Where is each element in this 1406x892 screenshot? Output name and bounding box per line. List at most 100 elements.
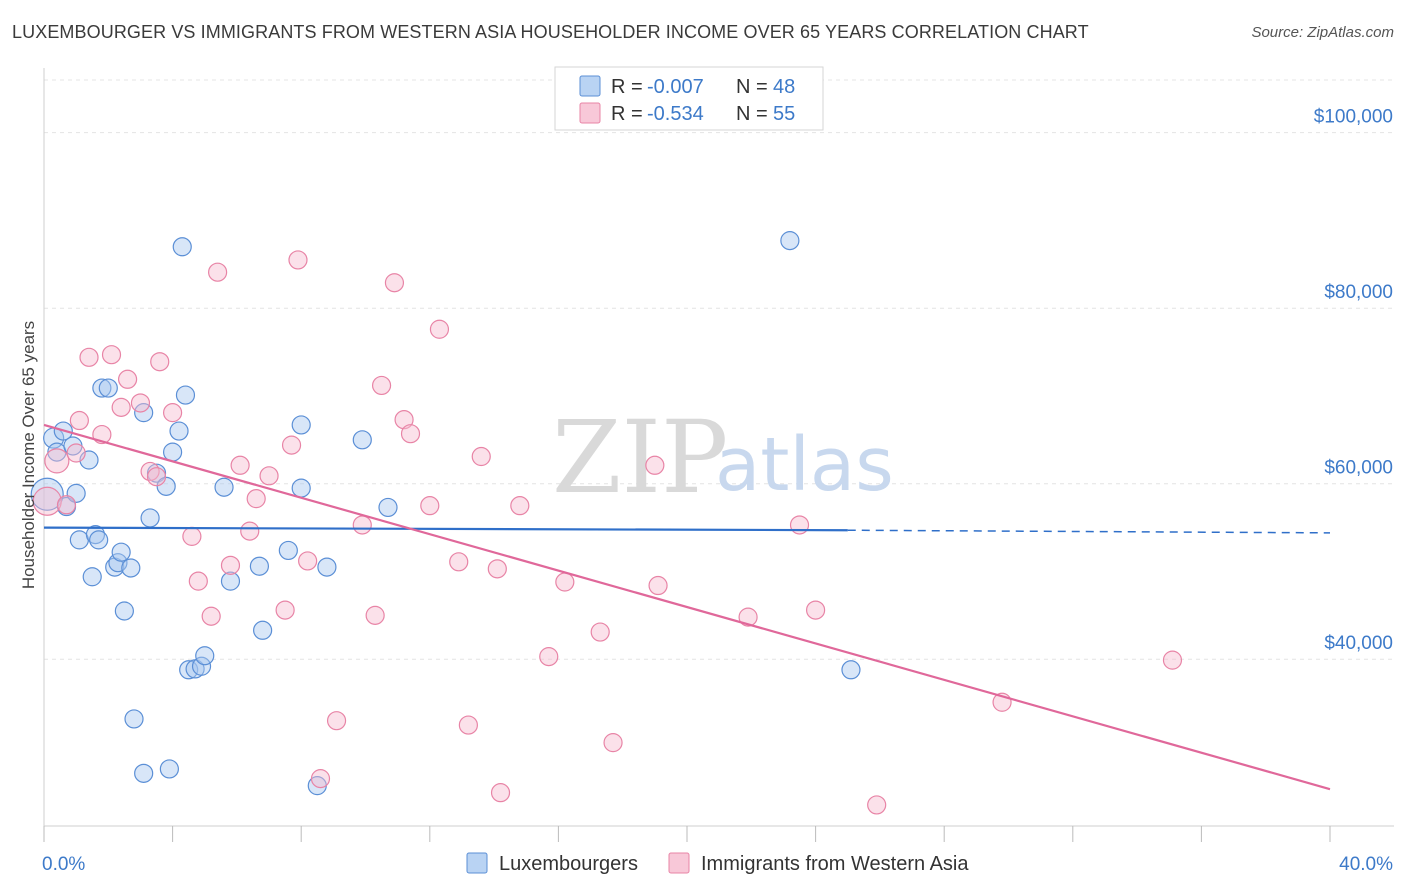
chart-source: Source: ZipAtlas.com — [1251, 24, 1394, 41]
watermark-zip: ZIP — [552, 399, 728, 516]
point-western-asia — [182, 526, 202, 546]
point-luxembourgers — [780, 231, 800, 251]
y-axis-label: Householder Income Over 65 years — [19, 321, 38, 589]
point-luxembourgers — [134, 763, 154, 783]
x-tick-label: 0.0% — [42, 854, 85, 875]
point-western-asia — [188, 571, 208, 591]
point-luxembourgers — [85, 525, 106, 545]
point-luxembourgers — [140, 508, 160, 528]
x-tick-labels: 0.0% 40.0% — [42, 854, 1393, 875]
point-western-asia — [487, 559, 507, 579]
point-luxembourgers — [352, 430, 372, 450]
point-western-asia — [365, 605, 385, 625]
point-western-asia — [1162, 650, 1183, 670]
point-luxembourgers — [159, 759, 179, 779]
point-luxembourgers — [156, 476, 176, 496]
point-luxembourgers — [92, 378, 112, 398]
legend-n-label: N = — [736, 76, 768, 98]
legend-r-label: R = — [611, 103, 643, 125]
point-luxembourgers — [169, 421, 189, 441]
y-tick-labels: $40,000 $60,000 $80,000 $100,000 — [1314, 107, 1393, 655]
point-western-asia — [288, 250, 308, 270]
legend-label-western-asia: Immigrants from Western Asia — [701, 853, 969, 875]
point-luxembourgers — [291, 478, 311, 498]
point-luxembourgers — [291, 415, 311, 435]
point-western-asia — [281, 435, 302, 455]
point-western-asia — [789, 515, 810, 535]
point-luxembourgers — [172, 237, 192, 257]
trend-lines — [43, 423, 1331, 791]
point-luxembourgers — [108, 553, 128, 573]
legend-n-value: 48 — [773, 76, 795, 98]
y-tick-label: $40,000 — [1324, 633, 1393, 654]
point-luxembourgers — [317, 557, 337, 577]
point-luxembourgers — [253, 620, 273, 640]
y-tick-label: $60,000 — [1324, 458, 1393, 479]
point-western-asia — [275, 600, 295, 620]
point-luxembourgers — [841, 660, 861, 680]
chart-title: LUXEMBOURGER VS IMMIGRANTS FROM WESTERN … — [12, 22, 1089, 42]
point-luxembourgers — [278, 540, 298, 561]
point-luxembourgers — [249, 556, 270, 576]
point-western-asia — [140, 461, 160, 482]
point-luxembourgers — [69, 530, 89, 550]
y-tick-label: $80,000 — [1324, 282, 1393, 303]
point-luxembourgers — [220, 571, 241, 591]
point-western-asia — [56, 495, 77, 515]
y-tick-label: $100,000 — [1314, 107, 1393, 128]
point-western-asia — [32, 486, 62, 516]
point-western-asia — [471, 446, 491, 467]
point-western-asia — [310, 769, 331, 789]
data-points — [30, 231, 1183, 815]
point-western-asia — [648, 575, 668, 596]
point-western-asia — [510, 496, 530, 516]
point-western-asia — [420, 496, 440, 516]
watermark: ZIP atlas — [552, 399, 894, 516]
x-tick-label: 40.0% — [1339, 854, 1393, 875]
legend-r-label: R = — [611, 76, 643, 98]
trend-line-western-asia — [43, 423, 1331, 791]
point-western-asia — [326, 711, 347, 731]
legend-swatch-luxembourgers — [579, 75, 601, 97]
legend-swatch-western-asia — [668, 852, 690, 874]
point-luxembourgers — [175, 385, 196, 405]
point-western-asia — [555, 572, 575, 592]
legend-n-value: 55 — [773, 103, 795, 125]
point-western-asia — [645, 455, 665, 475]
legend-label-luxembourgers: Luxembourgers — [499, 853, 638, 875]
point-western-asia — [259, 466, 279, 486]
point-luxembourgers — [214, 477, 234, 497]
point-western-asia — [230, 455, 250, 475]
point-western-asia — [79, 347, 99, 367]
point-luxembourgers — [98, 378, 118, 398]
watermark-atlas: atlas — [715, 422, 894, 508]
point-western-asia — [240, 521, 260, 541]
point-western-asia — [201, 606, 221, 626]
point-western-asia — [490, 783, 511, 803]
point-western-asia — [384, 273, 405, 293]
point-luxembourgers — [191, 656, 212, 676]
point-western-asia — [603, 733, 623, 753]
point-luxembourgers — [378, 497, 398, 518]
point-luxembourgers — [195, 646, 215, 666]
legend-swatch-western-asia — [579, 102, 601, 124]
point-western-asia — [44, 448, 70, 474]
point-western-asia — [590, 622, 610, 642]
grid-lines — [44, 79, 1394, 660]
point-luxembourgers — [124, 709, 144, 729]
point-western-asia — [111, 397, 131, 417]
point-western-asia — [163, 403, 183, 423]
legend-n-label: N = — [736, 103, 768, 125]
point-luxembourgers — [114, 601, 134, 621]
stats-legend: R = -0.007 N = 48 R = -0.534 N = 55 — [554, 66, 824, 131]
point-western-asia — [220, 555, 241, 575]
point-western-asia — [298, 551, 318, 571]
point-western-asia — [101, 345, 122, 365]
point-western-asia — [69, 410, 89, 431]
point-western-asia — [352, 515, 372, 535]
legend-r-value: -0.007 — [647, 76, 704, 98]
axes — [43, 68, 1394, 842]
point-western-asia — [66, 443, 86, 463]
point-luxembourgers — [82, 567, 102, 587]
